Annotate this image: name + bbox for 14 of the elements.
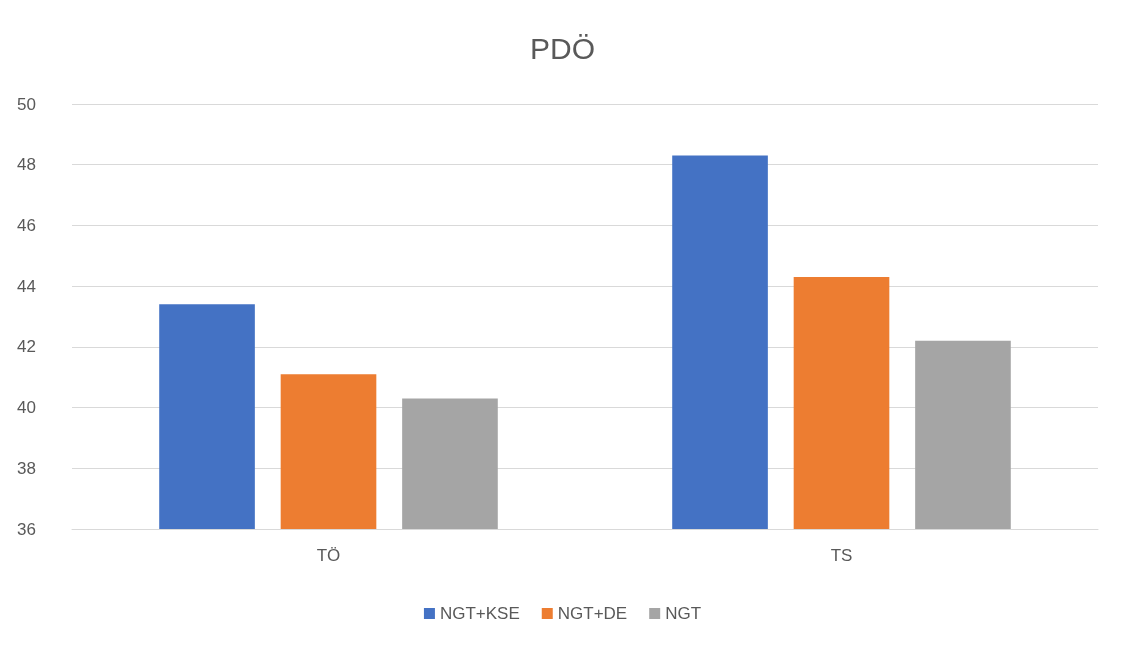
x-tick-label: TÖ [316,546,341,565]
legend-label: NGT+DE [557,604,628,623]
y-tick-label: 44 [17,276,36,296]
y-tick-label: 48 [17,155,36,175]
y-tick-label: 50 [17,94,36,114]
y-tick-label: 40 [17,398,36,418]
legend-label: NGT [665,604,702,623]
y-tick-label: 42 [17,337,36,357]
y-tick-label: 36 [17,519,36,539]
x-tick-label: TS [830,546,853,565]
chart-title: PDÖ [529,31,596,65]
y-tick-label: 46 [17,215,36,235]
y-tick-label: 38 [17,458,36,478]
legend-label: NGT+KSE [439,604,520,623]
